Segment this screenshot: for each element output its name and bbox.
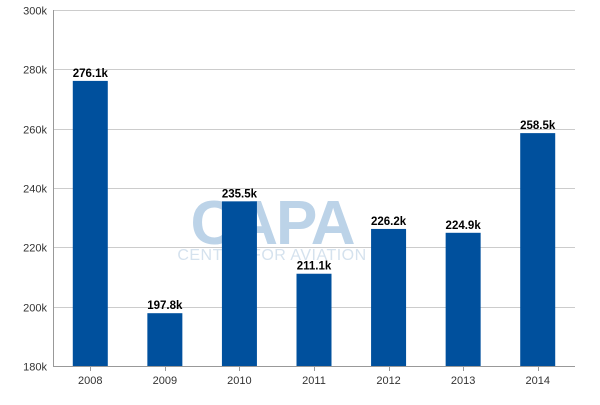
bar-2012 <box>371 228 407 366</box>
bar-2009 <box>147 313 183 366</box>
x-tick-label-2012: 2012 <box>376 375 400 387</box>
y-tick-label: 300k <box>23 6 47 18</box>
axes <box>53 10 575 371</box>
bars <box>72 80 556 367</box>
data-label-2008: 276.1k <box>73 68 109 80</box>
watermark: CAPA CENTRE FOR AVIATION <box>177 189 366 264</box>
data-label-2012: 226.2k <box>371 216 407 228</box>
y-tick-label: 240k <box>23 184 47 196</box>
gridlines <box>53 10 575 308</box>
y-tick-label: 260k <box>23 125 47 137</box>
bar-2014 <box>520 133 556 366</box>
watermark-brand: CAPA <box>190 189 354 258</box>
bar-2010 <box>221 201 257 366</box>
watermark-tagline: CENTRE FOR AVIATION <box>177 247 366 264</box>
bar-2011 <box>296 273 332 366</box>
bar-2008 <box>72 80 108 367</box>
data-label-2011: 211.1k <box>297 261 332 273</box>
x-axis-tick-labels: 2008 2009 2010 2011 2012 2013 2014 <box>78 375 550 387</box>
y-axis-tick-labels: 180k 200k 220k 240k 260k 280k 300k <box>23 6 47 374</box>
y-tick-label: 280k <box>23 65 47 77</box>
x-tick-label-2013: 2013 <box>451 375 475 387</box>
data-label-2009: 197.8k <box>147 300 183 312</box>
x-tick-label-2008: 2008 <box>78 375 102 387</box>
x-tick-label-2014: 2014 <box>525 375 549 387</box>
y-tick-label: 200k <box>23 303 47 315</box>
bar-2013 <box>445 232 481 366</box>
data-label-2014: 258.5k <box>520 120 556 132</box>
x-tick-label-2011: 2011 <box>302 375 326 387</box>
y-tick-label: 180k <box>23 362 47 374</box>
data-labels: 276.1k 197.8k 235.5k 211.1k 226.2k 224.9k 258.… <box>73 68 556 312</box>
y-tick-label: 220k <box>23 243 47 255</box>
data-label-2013: 224.9k <box>446 220 482 232</box>
data-label-2010: 235.5k <box>222 188 258 200</box>
x-tick-label-2009: 2009 <box>153 375 177 387</box>
x-tick-label-2010: 2010 <box>227 375 251 387</box>
